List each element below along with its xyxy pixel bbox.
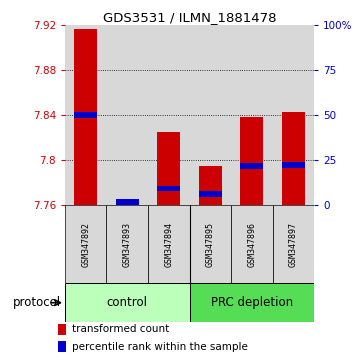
Bar	[240, 117, 263, 205]
Text: GSM347896: GSM347896	[247, 222, 256, 267]
Bar	[106, 25, 148, 205]
Bar	[148, 25, 190, 205]
Bar	[199, 191, 222, 197]
Bar	[65, 25, 106, 205]
Text: protocol: protocol	[13, 296, 61, 309]
Bar	[116, 200, 139, 205]
Text: GSM347893: GSM347893	[123, 222, 132, 267]
Bar	[116, 199, 139, 205]
Bar	[190, 205, 231, 283]
Bar	[190, 283, 314, 322]
Bar	[231, 25, 273, 205]
Bar	[157, 185, 180, 191]
Bar	[65, 283, 190, 322]
Bar	[282, 112, 305, 205]
Bar	[273, 205, 314, 283]
Bar	[106, 205, 148, 283]
Bar	[74, 112, 97, 118]
Bar	[157, 132, 180, 205]
Bar	[282, 162, 305, 167]
Title: GDS3531 / ILMN_1881478: GDS3531 / ILMN_1881478	[103, 11, 276, 24]
Text: percentile rank within the sample: percentile rank within the sample	[71, 342, 248, 352]
Text: GSM347897: GSM347897	[289, 222, 298, 267]
Text: control: control	[107, 296, 148, 309]
Text: GSM347894: GSM347894	[164, 222, 173, 267]
Text: GSM347892: GSM347892	[81, 222, 90, 267]
Bar	[240, 163, 263, 169]
Bar	[65, 205, 106, 283]
Bar	[74, 29, 97, 205]
Bar	[58, 324, 66, 335]
Bar	[273, 25, 314, 205]
Bar	[199, 166, 222, 205]
Bar	[190, 25, 231, 205]
Text: PRC depletion: PRC depletion	[211, 296, 293, 309]
Bar	[231, 205, 273, 283]
Bar	[58, 341, 66, 353]
Bar	[148, 205, 190, 283]
Text: GSM347895: GSM347895	[206, 222, 215, 267]
Text: transformed count: transformed count	[71, 324, 169, 334]
